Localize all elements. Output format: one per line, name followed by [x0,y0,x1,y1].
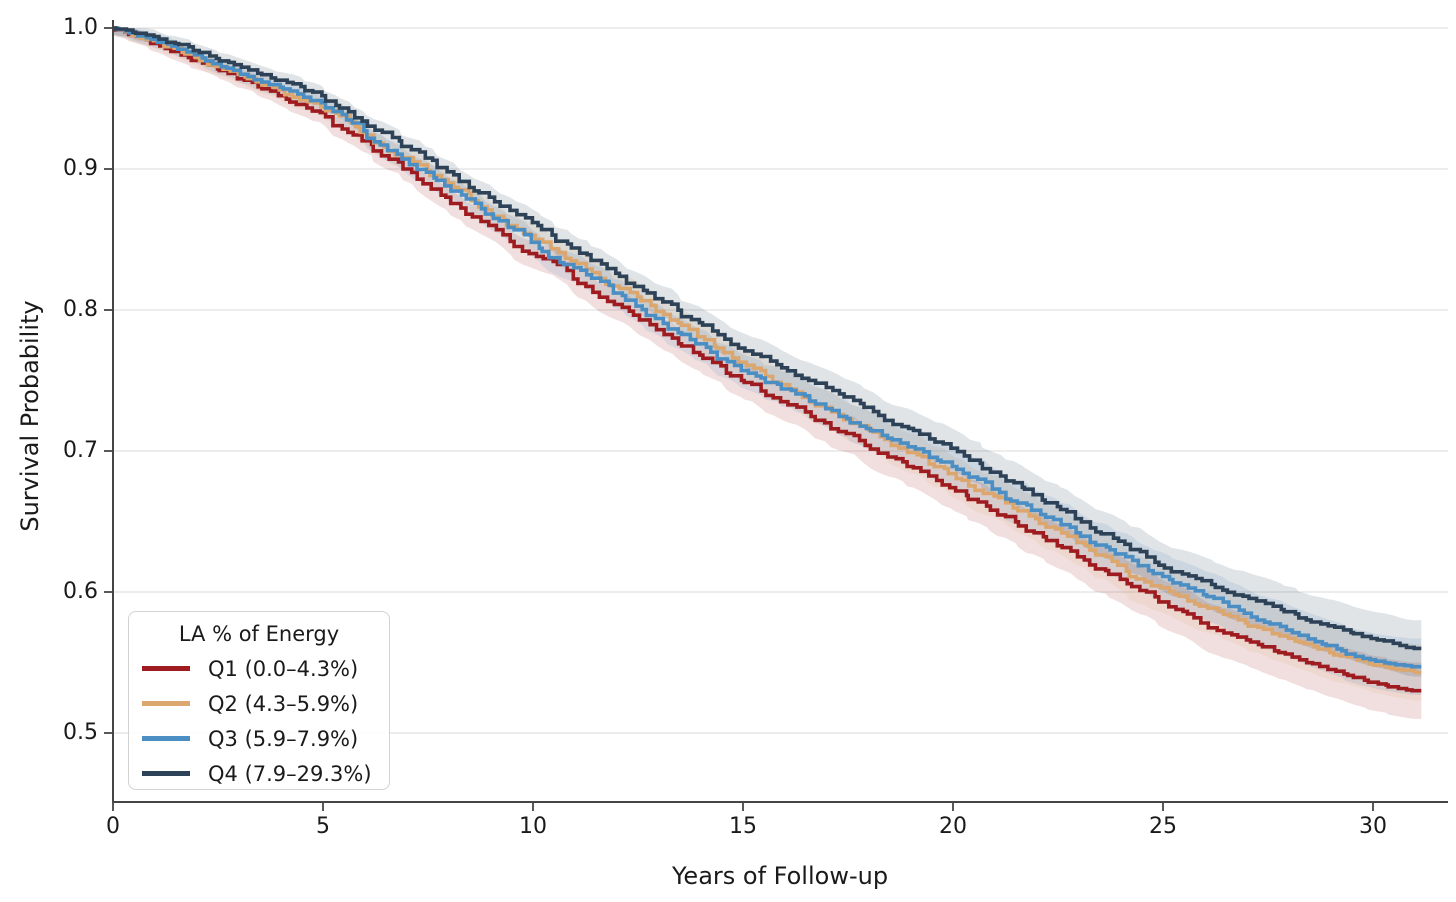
legend-title: LA % of Energy [178,622,340,646]
legend-item-q2: Q2 (4.3–5.9%) [139,686,379,721]
legend: LA % of Energy Q1 (0.0–4.3%) Q2 (4.3–5.9… [128,611,390,790]
xtick-0: 0 [106,814,120,839]
legend-swatch-q2 [142,701,190,706]
legend-label-q4: Q4 (7.9–29.3%) [208,761,372,786]
ytick-0.9: 0.9 [63,156,98,181]
xtick-30: 30 [1359,814,1387,839]
legend-swatch-q1 [142,666,190,671]
legend-item-q4: Q4 (7.9–29.3%) [139,756,379,791]
legend-item-q3: Q3 (5.9–7.9%) [139,721,379,756]
y-axis-title: Survival Probability [16,300,44,532]
xtick-10: 10 [519,814,547,839]
x-axis-title: Years of Follow-up [671,862,889,890]
legend-label-q3: Q3 (5.9–7.9%) [208,726,359,751]
legend-label-q1: Q1 (0.0–4.3%) [208,656,359,681]
ytick-0.8: 0.8 [63,297,98,322]
legend-item-q1: Q1 (0.0–4.3%) [139,651,379,686]
xtick-15: 15 [729,814,757,839]
ytick-1.0: 1.0 [63,15,98,40]
ytick-0.5: 0.5 [63,720,98,745]
xtick-25: 25 [1149,814,1177,839]
ytick-0.6: 0.6 [63,579,98,604]
legend-swatch-q3 [142,736,190,741]
legend-swatch-q4 [142,771,190,776]
legend-label-q2: Q2 (4.3–5.9%) [208,691,359,716]
ytick-0.7: 0.7 [63,438,98,463]
xtick-20: 20 [939,814,967,839]
xtick-5: 5 [316,814,330,839]
